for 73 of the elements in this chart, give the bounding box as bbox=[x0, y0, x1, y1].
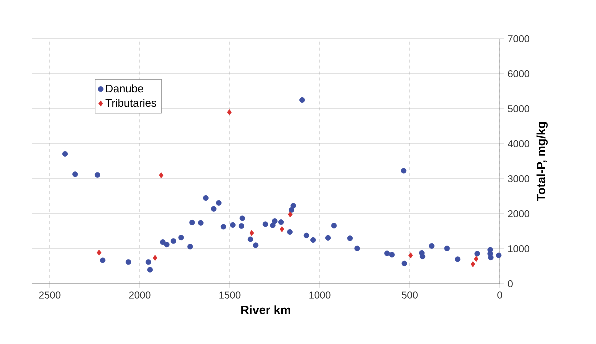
point bbox=[331, 223, 338, 229]
point bbox=[354, 246, 360, 252]
point bbox=[280, 226, 284, 232]
y-tick-label: 7000 bbox=[508, 35, 530, 43]
point bbox=[147, 267, 154, 273]
x-tick-label: 0 bbox=[498, 292, 502, 299]
point bbox=[347, 236, 354, 242]
point bbox=[325, 235, 332, 241]
point bbox=[429, 243, 435, 249]
x-tick-label: 2000 bbox=[129, 292, 151, 299]
point bbox=[188, 244, 194, 250]
point bbox=[272, 218, 278, 224]
point bbox=[178, 235, 184, 241]
point bbox=[190, 220, 196, 226]
point bbox=[384, 250, 390, 256]
y-tick-label: 1000 bbox=[508, 245, 530, 253]
point bbox=[248, 236, 254, 242]
point bbox=[455, 256, 461, 262]
y-tick-label: 4000 bbox=[508, 140, 530, 148]
point bbox=[94, 172, 100, 178]
point bbox=[270, 222, 276, 228]
point bbox=[62, 151, 68, 157]
point bbox=[170, 238, 176, 244]
point bbox=[470, 261, 476, 268]
y-tick-label: 6000 bbox=[508, 70, 530, 78]
point bbox=[198, 220, 204, 226]
point bbox=[444, 246, 450, 252]
point bbox=[160, 240, 166, 246]
point bbox=[310, 237, 316, 244]
point bbox=[262, 222, 268, 228]
point bbox=[126, 260, 132, 266]
point bbox=[97, 250, 102, 256]
point bbox=[220, 224, 226, 230]
y-tick-label: 3000 bbox=[508, 175, 530, 183]
point bbox=[401, 168, 407, 174]
legend-label: Danube bbox=[106, 84, 144, 93]
y-axis-title: Total-P, mg/kg bbox=[536, 122, 548, 202]
point bbox=[240, 216, 246, 222]
point bbox=[216, 200, 222, 206]
point bbox=[253, 242, 259, 248]
point bbox=[278, 220, 284, 226]
point bbox=[159, 172, 164, 178]
x-tick-label: 1500 bbox=[220, 292, 241, 299]
point bbox=[300, 97, 306, 104]
point bbox=[164, 242, 170, 248]
point bbox=[290, 203, 296, 209]
point bbox=[238, 223, 244, 230]
point bbox=[402, 260, 408, 266]
point bbox=[227, 110, 232, 116]
point bbox=[288, 212, 293, 218]
point bbox=[100, 258, 106, 264]
y-tick-label: 5000 bbox=[508, 105, 530, 113]
point bbox=[474, 251, 480, 257]
legend-label: Tributaries bbox=[106, 99, 156, 108]
y-tick-label: 0 bbox=[508, 280, 513, 288]
point bbox=[250, 230, 254, 236]
point bbox=[203, 195, 209, 202]
y-tick-label: 2000 bbox=[508, 210, 530, 218]
point bbox=[304, 232, 310, 238]
point bbox=[153, 255, 158, 262]
point bbox=[230, 222, 236, 228]
point bbox=[389, 252, 395, 258]
point bbox=[287, 229, 293, 235]
x-axis-title: River km bbox=[242, 306, 290, 314]
x-tick-label: 500 bbox=[402, 292, 418, 299]
point bbox=[408, 252, 414, 259]
point bbox=[211, 206, 217, 212]
point bbox=[146, 260, 152, 266]
point bbox=[72, 172, 78, 178]
point bbox=[474, 256, 479, 262]
x-tick-label: 2500 bbox=[39, 292, 61, 299]
x-tick-label: 1000 bbox=[310, 292, 331, 299]
point bbox=[496, 252, 502, 258]
